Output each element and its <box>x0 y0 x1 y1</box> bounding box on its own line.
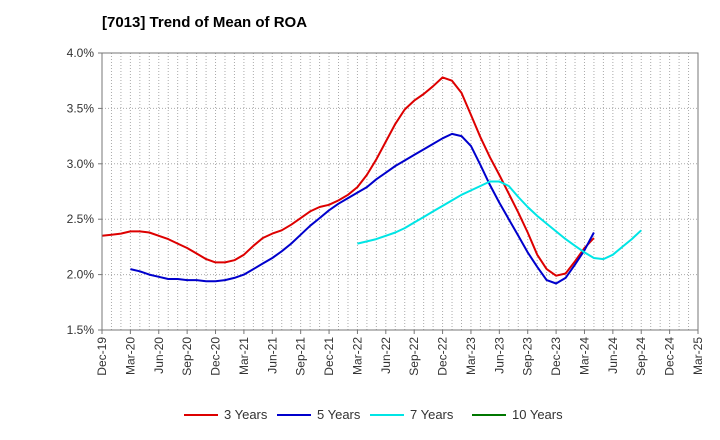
x-tick-label: Jun-20 <box>152 337 166 374</box>
legend-label-7-years: 7 Years <box>410 407 454 422</box>
series-line-7-years <box>357 180 642 261</box>
plot-frame <box>101 52 699 331</box>
legend: 3 Years 5 Years 7 Years 10 Years <box>184 407 563 422</box>
x-tick-label: Mar-24 <box>577 337 591 375</box>
legend-label-10-years: 10 Years <box>512 407 563 422</box>
x-tick-label: Dec-22 <box>436 337 450 376</box>
x-tick-label: Dec-19 <box>95 337 109 376</box>
x-tick-label: Sep-24 <box>634 337 648 376</box>
x-tick-label: Jun-21 <box>265 337 279 374</box>
series-layer <box>101 76 642 285</box>
grid-layer <box>102 53 698 330</box>
chart-title: [7013] Trend of Mean of ROA <box>102 14 308 31</box>
x-tick-label: Jun-23 <box>492 337 506 374</box>
x-tick-label: Mar-25 <box>691 337 705 375</box>
x-tick-label: Mar-23 <box>464 337 478 375</box>
legend-label-3-years: 3 Years <box>224 407 268 422</box>
x-tick-label: Sep-20 <box>180 337 194 376</box>
y-tick-label: 3.5% <box>67 101 95 115</box>
y-tick-label: 2.0% <box>67 268 95 282</box>
x-tick-label: Dec-21 <box>322 337 336 376</box>
x-tick-label: Mar-20 <box>123 337 137 375</box>
x-tick-label: Dec-24 <box>663 337 677 376</box>
y-tick-label: 4.0% <box>67 46 95 60</box>
y-tick-label: 3.0% <box>67 157 95 171</box>
x-tick-label: Sep-21 <box>294 337 308 376</box>
axis-layer: 1.5% 2.0% 2.5% 3.0% 3.5% 4.0% Dec-19 Mar-20 Jun-… <box>67 46 705 376</box>
x-tick-label: Dec-20 <box>209 337 223 376</box>
x-tick-label: Jun-22 <box>379 337 393 374</box>
y-tick-label: 1.5% <box>67 323 95 337</box>
series-line-5-years <box>130 132 595 285</box>
x-tick-label: Sep-23 <box>521 337 535 376</box>
x-tick-label: Jun-24 <box>606 337 620 374</box>
legend-label-5-years: 5 Years <box>317 407 361 422</box>
x-tick-label: Sep-22 <box>407 337 421 376</box>
y-tick-label: 2.5% <box>67 212 95 226</box>
x-tick-label: Dec-23 <box>549 337 563 376</box>
x-tick-label: Mar-21 <box>237 337 251 375</box>
series-line-3-years <box>101 76 595 277</box>
x-tick-label: Mar-22 <box>350 337 364 375</box>
